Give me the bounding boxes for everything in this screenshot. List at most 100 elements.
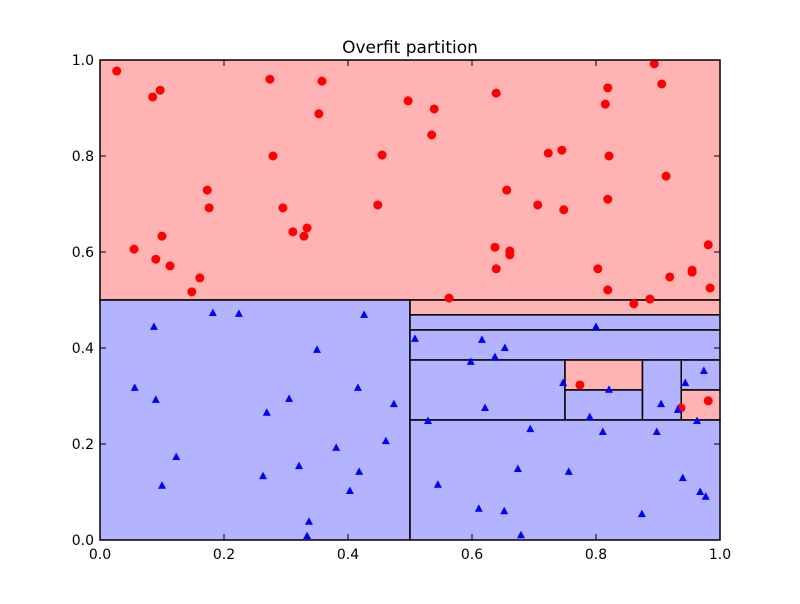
blue-point	[355, 467, 364, 475]
red-point	[148, 92, 158, 102]
blue-point	[332, 443, 341, 451]
red-point	[603, 285, 613, 295]
red-point	[165, 261, 175, 271]
blue-point	[699, 366, 708, 375]
y-tick-label: 0.0	[72, 533, 94, 549]
red-point	[373, 200, 383, 210]
red-point	[157, 231, 167, 241]
red-point	[302, 223, 312, 233]
blue-point	[259, 471, 268, 480]
red-point	[687, 267, 697, 277]
blue-point	[559, 378, 568, 387]
blue-point	[466, 357, 475, 365]
blue-point	[678, 473, 687, 482]
blue-point	[295, 461, 304, 470]
plot-frame	[99, 59, 721, 541]
red-point	[705, 283, 715, 293]
red-point	[557, 145, 567, 155]
x-tick-label: 0.0	[89, 547, 111, 563]
red-point	[665, 272, 675, 282]
red-point	[204, 203, 214, 213]
red-point	[645, 294, 655, 304]
region-blue	[409, 314, 721, 331]
y-tick-label: 1.0	[72, 53, 94, 69]
blue-point	[410, 334, 419, 342]
blue-point	[353, 383, 362, 391]
red-point	[533, 200, 543, 210]
red-point	[603, 194, 613, 204]
blue-point	[151, 395, 160, 403]
red-point	[505, 250, 515, 260]
region-red	[680, 389, 721, 421]
x-tick-label: 0.2	[213, 547, 235, 563]
x-tick-label: 0.8	[585, 547, 607, 563]
red-point	[429, 104, 439, 114]
red-point	[600, 99, 610, 109]
blue-point	[130, 383, 139, 391]
blue-point	[433, 480, 442, 488]
red-point	[703, 396, 713, 406]
blue-point	[564, 467, 573, 475]
blue-point	[693, 416, 702, 424]
red-point	[268, 151, 278, 161]
blue-point	[345, 486, 354, 495]
blue-point	[389, 399, 398, 408]
red-point	[403, 96, 413, 106]
red-point	[603, 83, 613, 93]
blue-point	[516, 530, 525, 539]
blue-point	[481, 403, 490, 411]
y-tick-label: 0.4	[72, 341, 94, 357]
red-point	[703, 240, 713, 250]
blue-point	[605, 385, 614, 393]
blue-point	[513, 464, 522, 472]
red-point	[444, 293, 454, 303]
red-point	[629, 299, 639, 309]
region-red	[99, 59, 721, 301]
red-point	[491, 264, 501, 274]
red-point	[265, 74, 275, 84]
blue-point	[234, 309, 243, 317]
red-point	[593, 264, 603, 274]
blue-point	[381, 436, 390, 445]
blue-point	[304, 517, 313, 525]
red-point	[195, 273, 205, 283]
region-blue	[409, 329, 721, 361]
region-blue	[99, 299, 411, 541]
region-red	[409, 299, 721, 316]
red-point	[155, 85, 165, 95]
region-blue	[409, 419, 721, 541]
blue-point	[149, 322, 158, 330]
blue-point	[696, 487, 705, 495]
red-point	[317, 76, 327, 86]
red-point	[491, 88, 501, 98]
red-point	[187, 287, 197, 297]
y-tick-label: 0.8	[72, 149, 94, 165]
blue-point	[490, 352, 499, 361]
blue-point	[477, 335, 486, 343]
red-point	[129, 244, 139, 254]
x-tick-label: 0.6	[461, 547, 483, 563]
red-point	[657, 79, 667, 89]
blue-point	[500, 506, 509, 515]
blue-point	[313, 345, 321, 353]
blue-point	[158, 481, 166, 489]
red-point	[299, 231, 309, 241]
red-point	[575, 380, 585, 390]
red-point	[377, 150, 387, 160]
blue-point	[172, 452, 181, 460]
region-blue	[564, 389, 644, 421]
red-point	[314, 109, 324, 119]
blue-point	[657, 399, 666, 408]
blue-point	[360, 310, 369, 318]
y-axis: 0.0 0.2 0.4 0.6 0.8 1.0	[72, 53, 720, 549]
blue-point	[262, 408, 271, 416]
chart-title: Overfit partition	[342, 38, 478, 58]
red-point	[151, 254, 161, 264]
x-axis: 0.0 0.2 0.4 0.6 0.8 1.0	[89, 60, 731, 563]
red-point	[112, 66, 122, 76]
red-point	[490, 242, 500, 252]
partition-regions	[99, 59, 721, 541]
blue-point	[285, 394, 294, 402]
y-tick-label: 0.2	[72, 437, 94, 453]
